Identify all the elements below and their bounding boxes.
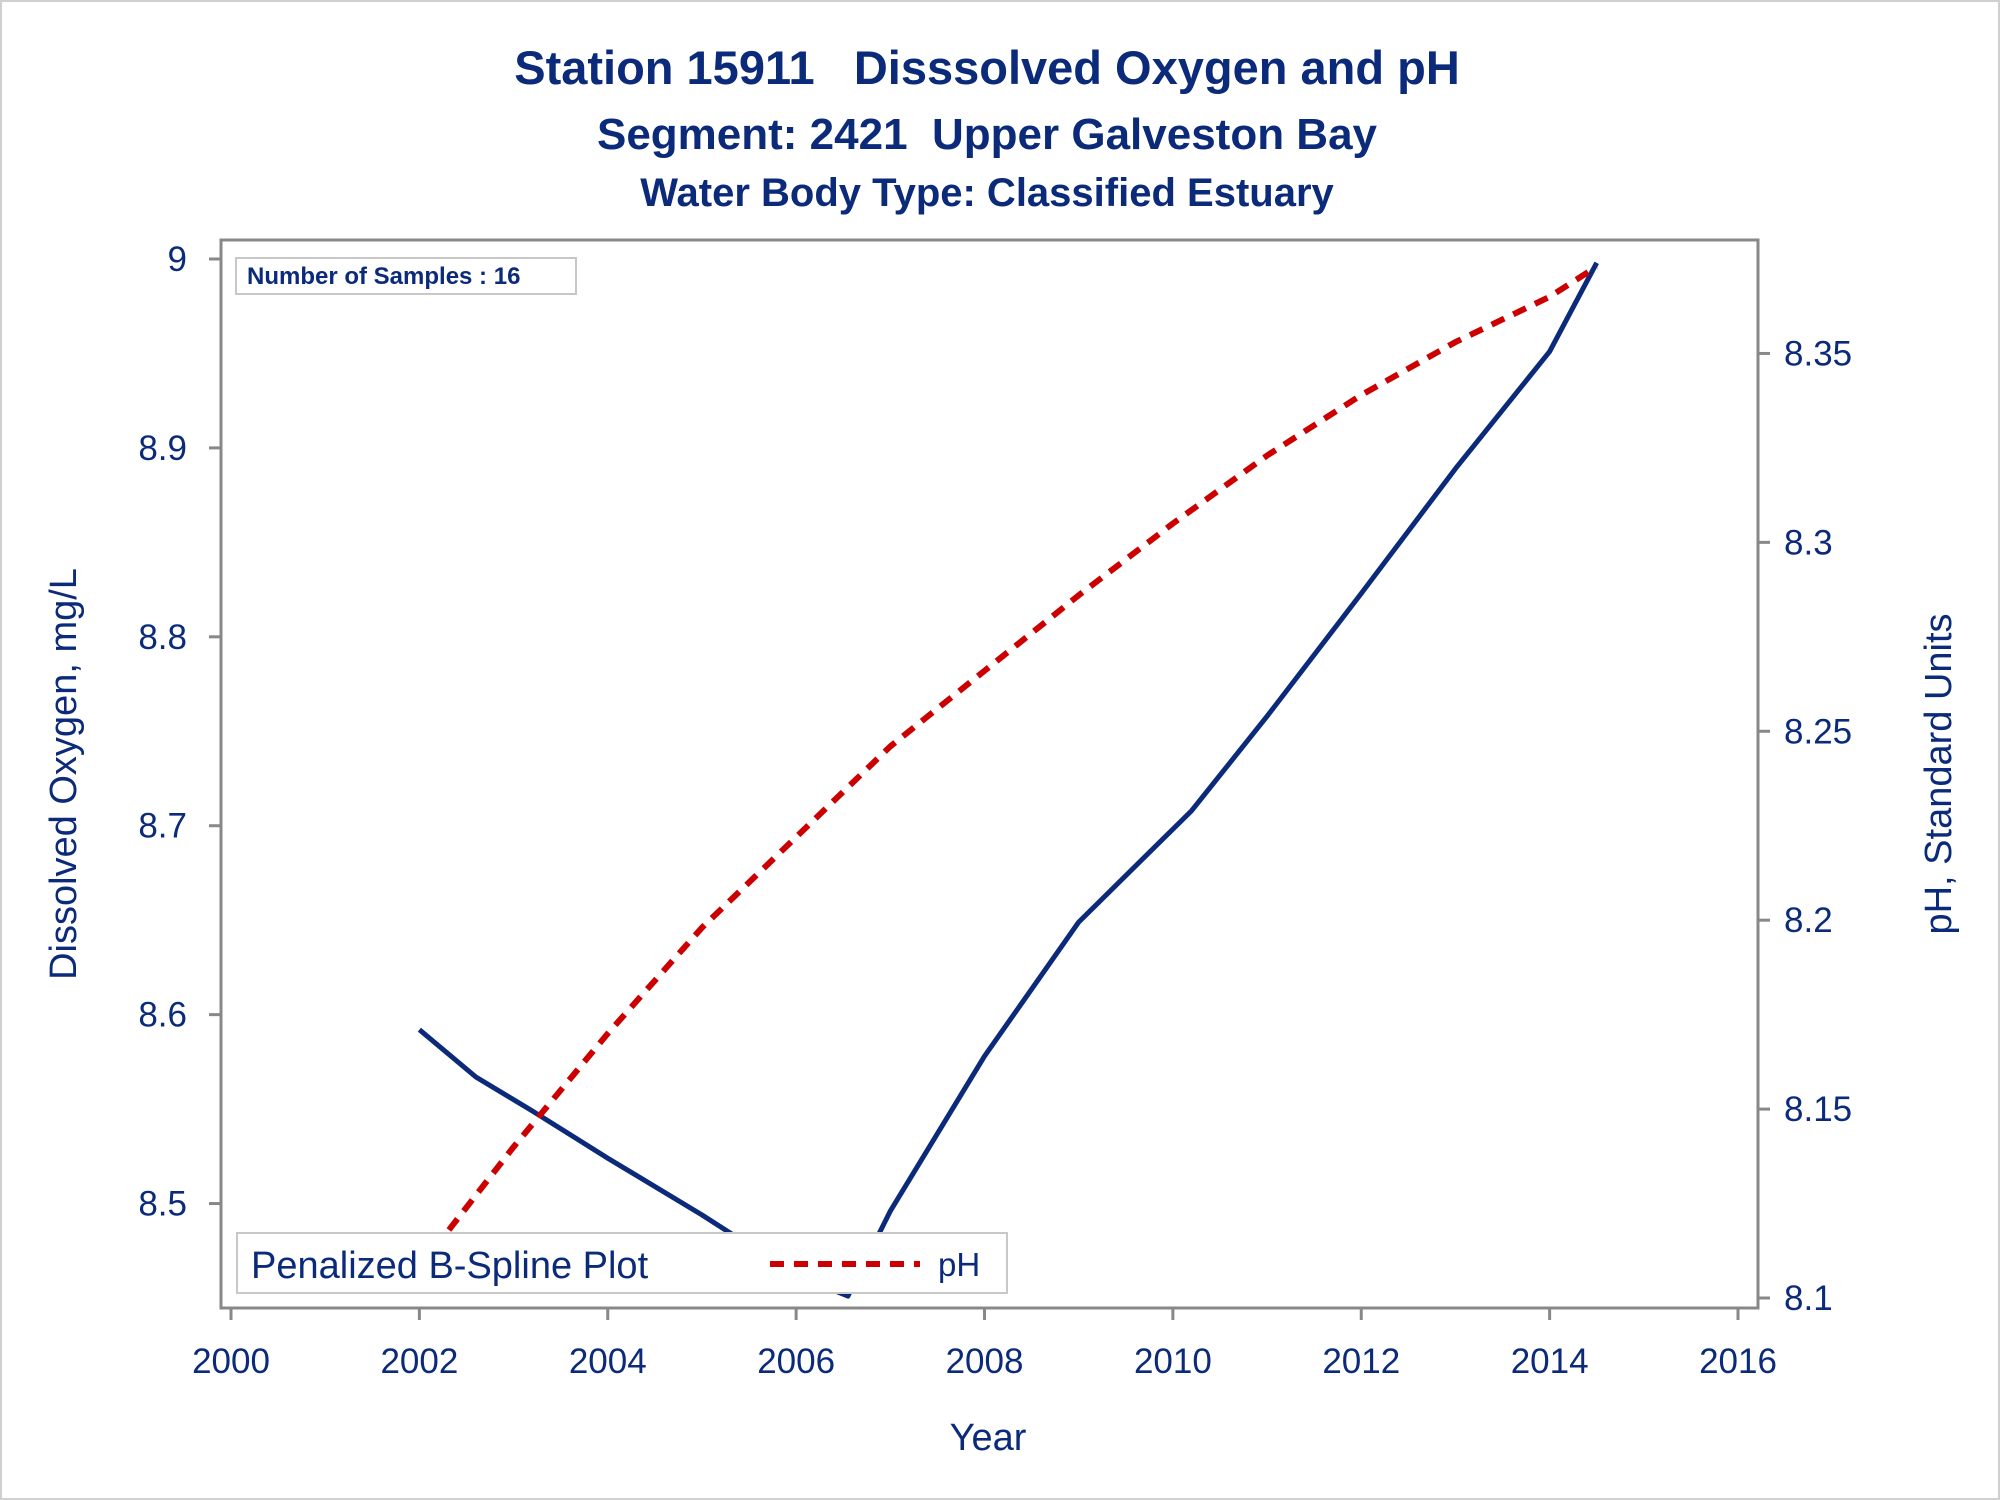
series-ph-line (417, 264, 1599, 1270)
y-right-tick-label: 8.1 (1784, 1279, 1833, 1318)
chart-subtitle-waterbody: Water Body Type: Classified Estuary (640, 171, 1334, 215)
y-right-tick-label: 8.15 (1784, 1090, 1852, 1129)
x-tick-label: 2000 (192, 1342, 270, 1381)
x-tick-label: 2006 (757, 1342, 835, 1381)
plot-area (219, 238, 1760, 1310)
x-tick-label: 2008 (946, 1342, 1024, 1381)
legend-ph-label: pH (938, 1246, 980, 1283)
y-left-tick-label: 9 (168, 240, 187, 279)
chart-title: Station 15911 Disssolved Oxygen and pH (514, 41, 1460, 94)
y-right-tick-label: 8.25 (1784, 712, 1852, 751)
series-dissolved-oxygen-line (417, 261, 1599, 1299)
x-axis-label: Year (950, 1417, 1027, 1459)
y-left-tick-label: 8.8 (138, 618, 187, 657)
y-axis-right-label: pH, Standard Units (1918, 613, 1960, 934)
y-left-tick-label: 8.9 (138, 429, 187, 468)
y-left-tick-label: 8.5 (138, 1185, 187, 1224)
y-right-tick-label: 8.35 (1784, 334, 1852, 373)
axis-ticks: 2000 2002 2004 2006 2008 2010 2012 2014 2016 8.5 8… (138, 240, 1852, 1381)
x-tick-label: 2012 (1322, 1342, 1400, 1381)
chart-subtitle-segment: Segment: 2421 Upper Galveston Bay (597, 110, 1378, 159)
y-right-tick-label: 8.2 (1784, 901, 1833, 940)
x-tick-label: 2002 (380, 1342, 458, 1381)
sample-count-label: Number of Samples : 16 (247, 263, 520, 290)
x-tick-label: 2016 (1699, 1342, 1777, 1381)
data-series (417, 261, 1599, 1299)
x-tick-label: 2010 (1134, 1342, 1212, 1381)
y-axis-left-label: Dissolved Oxygen, mg/L (43, 568, 85, 980)
x-tick-label: 2014 (1511, 1342, 1589, 1381)
y-right-tick-label: 8.3 (1784, 523, 1833, 562)
y-left-tick-label: 8.6 (138, 996, 187, 1035)
x-tick-label: 2004 (569, 1342, 647, 1381)
legend-title: Penalized B-Spline Plot (251, 1245, 649, 1287)
sample-count-box (235, 257, 577, 295)
y-left-tick-label: 8.7 (138, 807, 187, 846)
